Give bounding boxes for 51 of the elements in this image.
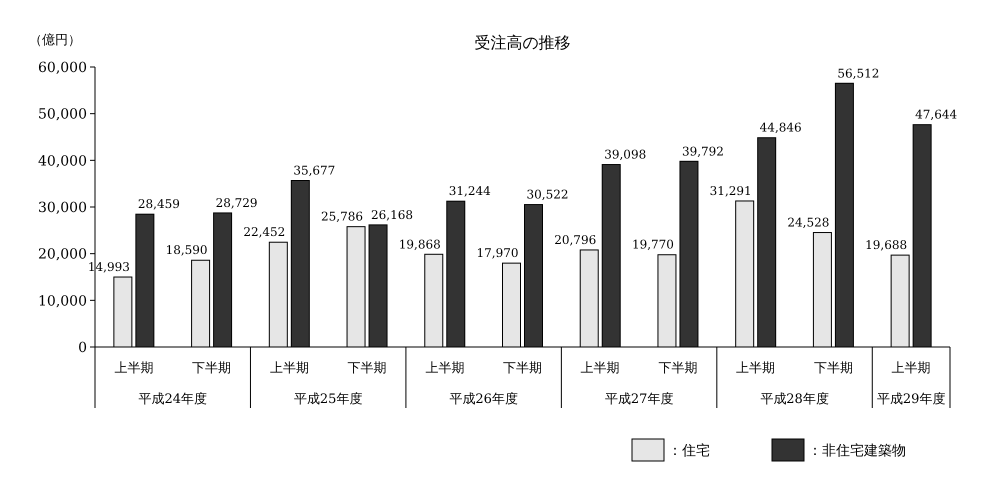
data-label: 20,796 [554,232,596,247]
text: 平成25年度 [294,391,362,407]
x-tick-label: 上半期 [425,361,464,376]
x-tick-label: 下半期 [348,361,387,376]
data-label: 18,590 [166,243,208,258]
data-label: 31,244 [448,184,492,198]
data-label: 35,677 [293,164,336,178]
data-label: 31,291 [710,184,752,198]
y-tick-label: 10,000 [38,293,87,310]
y-tick-label: 20,000 [38,246,87,263]
legend: ：非住宅建築物 [772,438,906,462]
y-axis-title: （億円） [29,33,81,48]
x-tick-label: 上半期 [580,361,620,376]
y-tick-label: 0 [78,340,87,356]
data-label: 25,786 [321,210,364,224]
data-label: 19,868 [398,237,441,252]
y-tick-label: 50,000 [38,106,87,123]
x-tick-label: 下半期 [658,361,698,376]
text: 平成24年度 [138,391,207,407]
data-label: 22,452 [243,225,286,240]
y-tick-label: 40,000 [38,153,87,170]
y-tick-label: 30,000 [38,200,87,216]
x-tick-label: 上半期 [114,361,154,376]
data-label: 19,770 [632,238,674,252]
data-label: 56,512 [837,66,880,80]
chart-title: 受注高の推移 [474,33,570,52]
legend-label: ：非住宅建築物 [808,443,906,459]
data-label: 26,168 [371,208,414,222]
data-label: 47,644 [915,108,958,122]
data-label: 44,846 [760,120,802,135]
data-label: 28,729 [216,196,258,210]
text: 平成26年度 [449,391,518,407]
x-tick-label: 下半期 [814,361,853,376]
x-tick-label: 下半期 [503,361,542,376]
x-tick-label: 下半期 [192,361,232,376]
text: 平成27年度 [604,391,674,407]
data-label: 30,522 [526,188,568,202]
x-tick-label: 上半期 [736,361,776,376]
legend: ：住宅 [632,438,710,462]
data-label: 39,098 [604,148,646,162]
data-label: 19,688 [865,238,908,252]
text: 平成28年度 [760,391,829,407]
data-label: 24,528 [787,216,830,230]
data-label: 17,970 [476,246,518,260]
legend-label: ：住宅 [668,443,710,459]
text: 平成29年度 [876,391,946,407]
y-tick-label: 60,000 [38,60,87,76]
x-tick-label: 上半期 [270,361,309,376]
x-tick-label: 上半期 [892,361,931,376]
data-label: 39,792 [682,144,724,158]
data-label: 28,459 [138,197,180,212]
